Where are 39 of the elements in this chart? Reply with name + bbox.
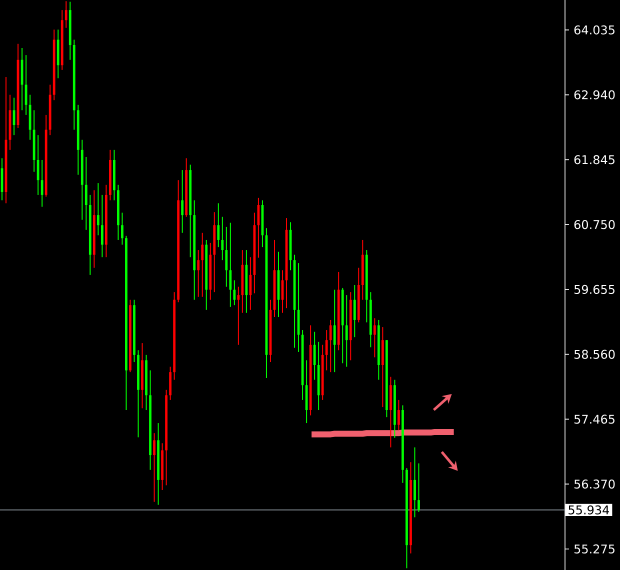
candlestick	[197, 250, 200, 298]
candlestick	[225, 226, 228, 288]
y-tick-label: 64.035	[574, 25, 614, 34]
candlestick	[36, 134, 40, 196]
candlestick	[313, 331, 316, 380]
candlestick	[418, 462, 420, 512]
candlestick	[40, 159, 44, 208]
candlestick	[353, 284, 356, 338]
y-tick-label: 59.655	[574, 284, 614, 294]
candlestick	[414, 446, 416, 518]
candlestick	[217, 202, 220, 248]
candlestick	[153, 432, 156, 502]
y-tick-label: 56.370	[574, 480, 615, 489]
candlestick	[233, 280, 236, 306]
candlestick	[121, 212, 124, 246]
y-tick-label: 62.940	[574, 90, 615, 100]
candlestick	[221, 216, 224, 261]
candlestick	[345, 294, 348, 368]
candlestick	[333, 289, 336, 373]
candlestick	[100, 194, 104, 258]
candlestick	[64, 0, 68, 28]
candlestick	[329, 319, 332, 373]
candlestick	[169, 366, 172, 400]
candlestick	[373, 318, 376, 358]
candlestick	[249, 256, 252, 310]
ref-line-label: 55.934	[568, 505, 610, 514]
candlestick	[84, 156, 88, 230]
y-tick-label: 61.845	[574, 155, 614, 164]
y-tick-label: 57.465	[574, 414, 614, 424]
y-tick-label: 58.560	[574, 350, 615, 359]
y-tick-label: 55.275	[574, 544, 614, 554]
candlestick	[181, 170, 184, 234]
candlestick	[237, 286, 240, 346]
candlestick	[229, 222, 232, 308]
candlestick	[398, 399, 400, 431]
y-tick-label: 60.750	[574, 220, 615, 230]
candlestick	[201, 232, 204, 298]
candlestick	[96, 182, 100, 236]
candlestick	[325, 330, 328, 371]
